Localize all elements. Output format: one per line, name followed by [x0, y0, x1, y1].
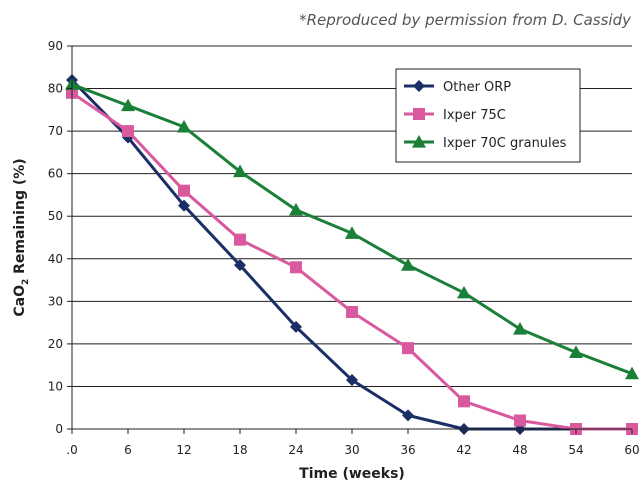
y-tick-label: 10 — [48, 379, 63, 393]
y-tick-label: 60 — [48, 167, 63, 181]
y-tick-label: 70 — [48, 124, 63, 138]
x-tick-label: .0 — [66, 443, 77, 457]
data-point — [457, 285, 471, 299]
x-tick-label: 30 — [344, 443, 359, 457]
x-tick-label: 24 — [288, 443, 303, 457]
data-point — [290, 261, 302, 274]
legend-item: Ixper 70C granules — [404, 135, 567, 151]
y-axis-title-subscript: 2 — [21, 279, 31, 285]
legend: Other ORP Ixper 75C Ixper 70C granules — [395, 68, 581, 163]
x-tick-label: 18 — [232, 443, 247, 457]
permission-note: *Reproduced by permission from D. Cassid… — [299, 11, 631, 29]
data-point — [458, 395, 470, 408]
y-tick-label: 90 — [48, 39, 63, 53]
y-axis-title-rest: Remaining (%) — [12, 158, 28, 278]
y-tick-label: 30 — [48, 294, 63, 308]
x-tick-label: 36 — [400, 443, 415, 457]
data-point — [346, 374, 358, 387]
axes: 0 10 20 30 40 50 60 70 80 90 .0 6 12 18 24 30 36 42 48 54 60… — [12, 39, 640, 482]
data-point — [234, 233, 246, 246]
series-ixper-75c — [66, 86, 638, 435]
grid — [72, 45, 632, 387]
data-point — [514, 414, 526, 427]
x-axis-title: Time (weeks) — [299, 466, 405, 482]
x-tick-label: 12 — [176, 443, 191, 457]
legend-item: Other ORP — [404, 80, 511, 95]
x-tick-label: 42 — [456, 443, 471, 457]
y-tick-label: 40 — [48, 252, 63, 266]
legend-label: Ixper 70C granules — [443, 136, 567, 151]
y-tick-label: 50 — [48, 209, 63, 223]
data-point — [401, 258, 415, 271]
data-point — [412, 135, 426, 148]
y-tick-label: 0 — [55, 422, 63, 436]
x-tick-label: 6 — [124, 443, 132, 457]
data-point — [177, 119, 191, 133]
data-point — [569, 345, 583, 358]
y-axis-title-main: CaO — [12, 285, 28, 317]
data-point — [513, 321, 527, 335]
data-point — [345, 226, 359, 239]
x-tick-label: 54 — [568, 443, 583, 457]
legend-item: Ixper 75C — [404, 108, 506, 123]
data-point — [625, 366, 639, 380]
y-axis-title: CaO2 Remaining (%) — [12, 158, 31, 316]
legend-label: Ixper 75C — [443, 108, 506, 123]
data-point — [178, 184, 190, 197]
data-point — [346, 305, 358, 318]
data-point — [402, 342, 414, 355]
series-ixper-70c-granules — [65, 77, 639, 380]
data-point — [234, 259, 246, 272]
data-point — [290, 320, 302, 333]
data-point — [122, 125, 134, 138]
data-point — [402, 409, 414, 422]
data-point — [413, 108, 425, 120]
x-tick-label: 48 — [512, 443, 527, 457]
data-point — [121, 98, 135, 112]
data-point — [178, 199, 190, 212]
y-tick-label: 80 — [48, 82, 63, 96]
y-tick-label: 20 — [48, 337, 63, 351]
x-tick-label: 60 — [624, 443, 639, 457]
data-point — [233, 164, 247, 178]
data-point — [289, 202, 303, 216]
data-point — [413, 80, 425, 92]
legend-label: Other ORP — [443, 80, 511, 95]
